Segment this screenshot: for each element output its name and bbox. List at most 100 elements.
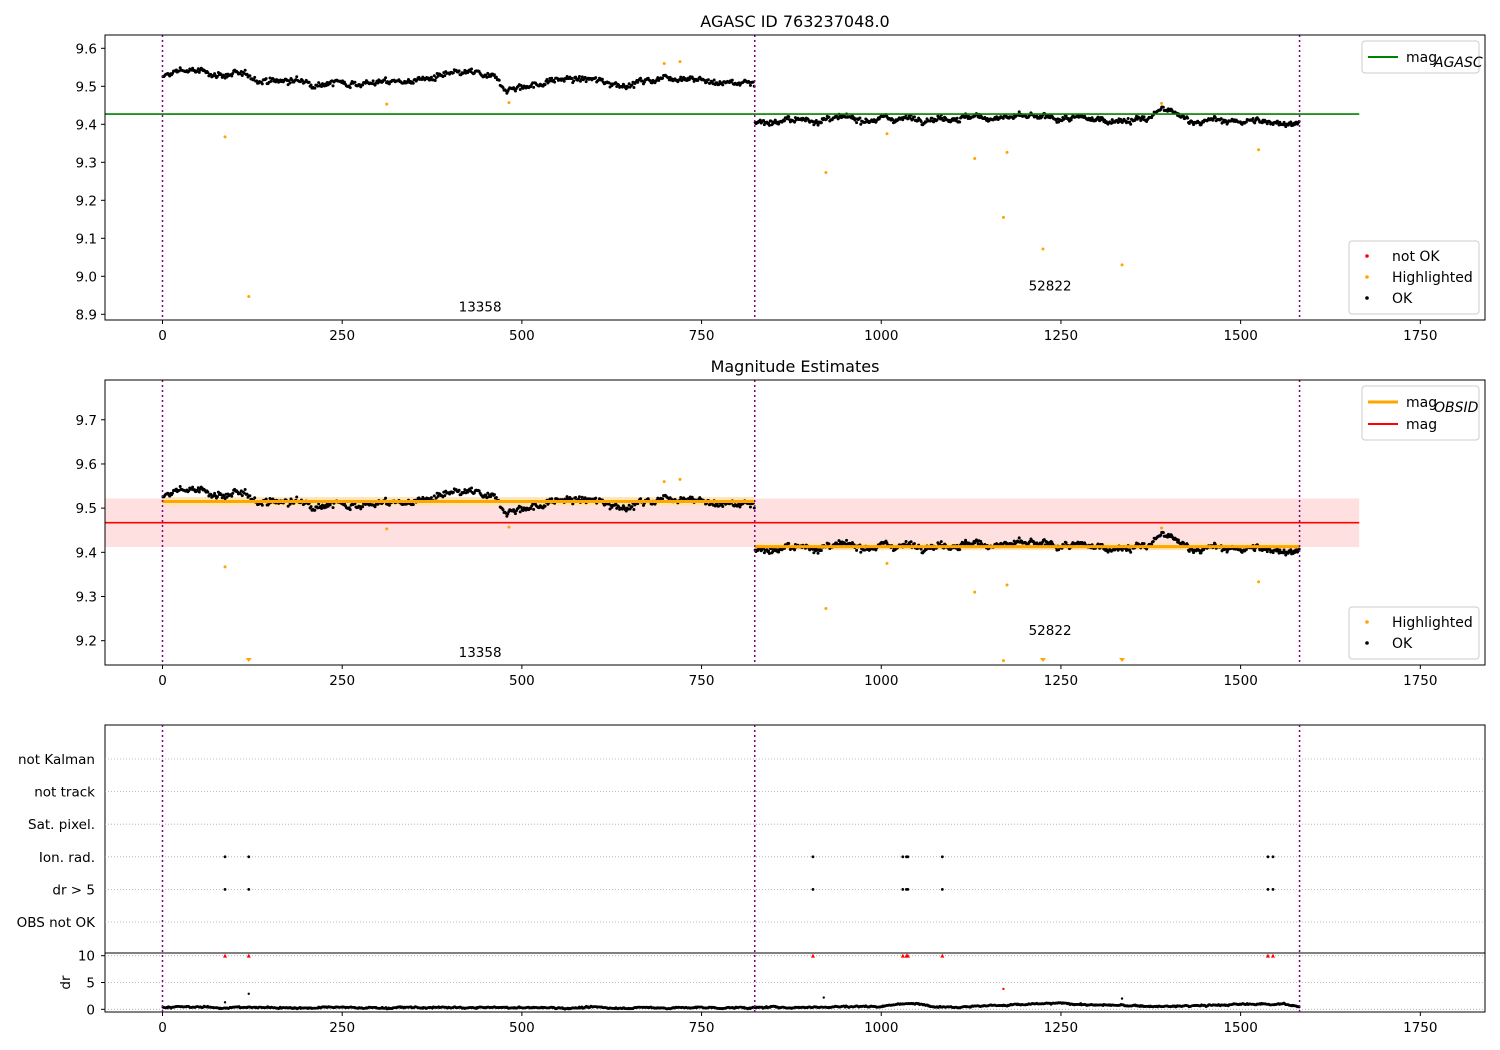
obs-id-label: 52822 — [1029, 279, 1072, 295]
x-tick-label: 500 — [509, 1020, 535, 1036]
ok-point — [1151, 539, 1155, 543]
ok-point — [550, 76, 554, 80]
highlighted-point — [247, 294, 251, 298]
highlighted-point — [662, 62, 666, 65]
y-tick-label: 9.4 — [76, 545, 97, 561]
flag-row-label: Ion. rad. — [39, 850, 95, 866]
ok-point — [901, 118, 905, 122]
ok-point — [845, 538, 849, 542]
ok-point — [191, 485, 195, 489]
ok-point — [451, 490, 455, 494]
ok-point — [427, 496, 431, 500]
legend-marker — [1365, 254, 1369, 258]
legend-box — [1361, 385, 1480, 441]
ok-point — [570, 77, 574, 81]
highlighted-point — [385, 527, 389, 531]
ok-point — [406, 77, 410, 81]
legend-box — [1348, 240, 1480, 315]
ok-point — [562, 79, 566, 83]
x-tick-label: 1500 — [1223, 1020, 1257, 1036]
ok-point — [639, 497, 643, 501]
ok-point — [1128, 548, 1132, 552]
ok-point — [721, 83, 725, 87]
highlighted-point — [973, 590, 977, 594]
ok-point — [288, 81, 292, 85]
ok-point — [583, 496, 587, 500]
dr-clipped-marker — [1265, 953, 1270, 958]
ok-point — [513, 89, 517, 93]
ok-point — [668, 496, 672, 500]
ok-point — [230, 74, 234, 78]
ok-point — [572, 79, 576, 83]
y-tick-label: 9.3 — [76, 590, 97, 606]
ok-point — [264, 497, 268, 501]
ok-point — [577, 75, 581, 79]
ok-point — [436, 494, 440, 498]
ok-point — [967, 541, 971, 545]
x-tick-label: 500 — [509, 328, 535, 344]
highlighted-point — [223, 565, 227, 569]
ok-point — [930, 116, 934, 120]
ok-point — [501, 86, 505, 90]
highlighted-point — [885, 132, 889, 136]
y-tick-label: 9.7 — [76, 413, 97, 429]
ok-point — [1219, 117, 1223, 121]
ok-point — [443, 494, 447, 498]
ok-point — [521, 508, 525, 512]
legend-marker — [1365, 275, 1369, 279]
ok-point — [584, 80, 588, 84]
ok-point — [1265, 550, 1269, 554]
ok-point — [942, 119, 946, 123]
ok-point — [1069, 118, 1073, 122]
flag-row-label: Sat. pixel. — [28, 817, 95, 833]
flag-point — [906, 888, 910, 891]
ok-point — [793, 120, 797, 124]
ok-point — [919, 547, 923, 551]
highlighted-point — [1120, 263, 1124, 267]
ok-point — [501, 508, 505, 512]
ok-point — [904, 540, 908, 544]
ok-point — [1278, 548, 1282, 552]
obs-id-label: 13358 — [459, 645, 502, 661]
ok-point — [489, 495, 493, 499]
ok-point — [317, 81, 321, 85]
x-tick-label: 1750 — [1403, 1020, 1437, 1036]
legend-label: Highlighted — [1392, 615, 1473, 631]
flag-point — [811, 855, 815, 859]
ok-point — [432, 74, 436, 78]
legend-box — [1361, 40, 1480, 74]
ok-point — [222, 494, 226, 498]
highlighted-point — [1160, 526, 1164, 530]
lower-limit-marker — [245, 658, 252, 662]
ok-point — [594, 76, 598, 80]
ok-point — [238, 492, 242, 496]
ok-point — [178, 485, 182, 489]
flag-row-label: not Kalman — [18, 752, 95, 768]
ok-point — [1265, 122, 1269, 126]
ok-point — [955, 116, 959, 120]
ok-point — [543, 83, 547, 87]
ok-point — [928, 119, 932, 123]
highlighted-point — [1041, 247, 1045, 251]
ok-point — [630, 505, 634, 509]
flag-point — [247, 888, 251, 891]
y-tick-label: 9.3 — [76, 155, 97, 171]
dr-outlier-point — [822, 996, 825, 999]
ok-point — [1043, 116, 1047, 120]
ok-point — [243, 487, 247, 491]
ok-point — [769, 119, 773, 123]
ok-point — [286, 504, 290, 508]
flag-point — [223, 888, 227, 891]
ok-point — [1017, 110, 1021, 114]
ok-point — [1282, 548, 1286, 552]
flag-point — [1271, 888, 1275, 891]
ok-point — [1192, 551, 1196, 555]
ok-point — [518, 510, 522, 514]
ok-point — [850, 541, 854, 545]
ok-point — [320, 85, 324, 89]
ok-point — [513, 512, 517, 516]
ok-point — [859, 122, 863, 126]
ok-point — [248, 494, 252, 498]
dr-outlier-point — [223, 1001, 227, 1004]
x-tick-label: 1250 — [1044, 1020, 1078, 1036]
